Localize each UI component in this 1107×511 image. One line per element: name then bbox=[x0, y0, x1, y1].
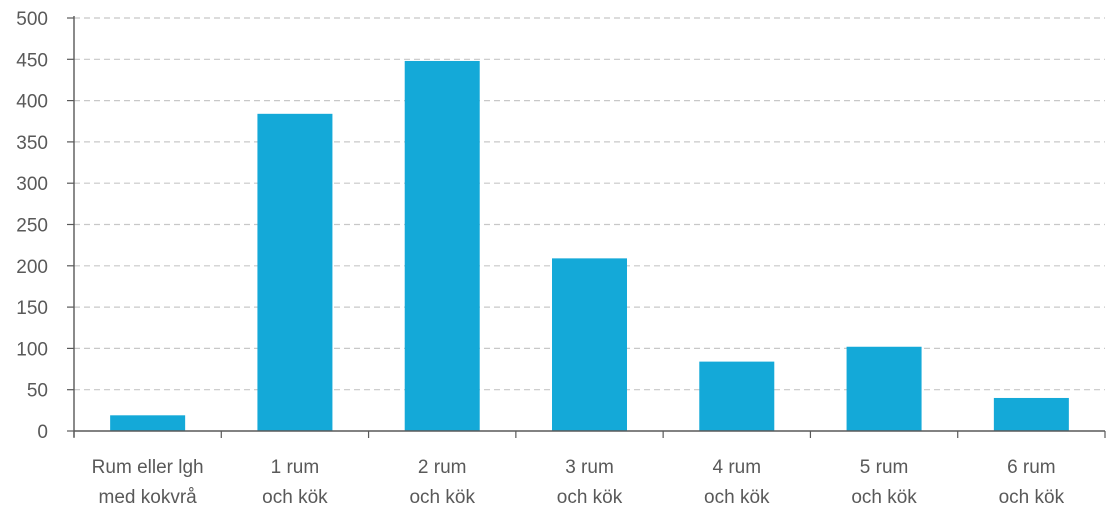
bar bbox=[846, 346, 922, 431]
y-tick-label: 250 bbox=[16, 216, 48, 237]
bars bbox=[110, 60, 1069, 432]
y-tick-label: 200 bbox=[16, 257, 48, 278]
gridlines bbox=[67, 17, 1105, 432]
bar bbox=[404, 60, 480, 432]
x-axis-category-labels: Rum eller lgh med kokvrå 1 rum och kök 2 rum… bbox=[92, 457, 1065, 508]
y-tick-label: 350 bbox=[16, 133, 48, 154]
bar bbox=[257, 113, 333, 431]
bar bbox=[699, 361, 775, 431]
y-axis-tick-labels: 0 50 100 150 200 250 300 350 400 450 500 bbox=[16, 9, 48, 443]
x-category-label: 5 rum och kök bbox=[851, 457, 917, 508]
y-tick-label: 400 bbox=[16, 92, 48, 113]
y-tick-label: 150 bbox=[16, 298, 48, 319]
y-tick-label: 500 bbox=[16, 9, 48, 30]
y-tick-label: 0 bbox=[37, 422, 48, 443]
y-tick-label: 100 bbox=[16, 339, 48, 360]
x-category-label: 6 rum och kök bbox=[999, 457, 1065, 508]
bar bbox=[993, 397, 1069, 431]
x-category-label: 4 rum och kök bbox=[704, 457, 770, 508]
y-tick-label: 450 bbox=[16, 50, 48, 71]
bar bbox=[110, 415, 186, 431]
x-category-label: 2 rum och kök bbox=[409, 457, 475, 508]
axes bbox=[73, 16, 1106, 438]
y-tick-label: 300 bbox=[16, 174, 48, 195]
bar bbox=[552, 258, 627, 431]
x-category-label: 3 rum och kök bbox=[557, 457, 623, 508]
x-category-label: 1 rum och kök bbox=[262, 457, 328, 508]
y-tick-label: 50 bbox=[27, 381, 48, 402]
x-category-label: Rum eller lgh med kokvrå bbox=[92, 457, 204, 508]
